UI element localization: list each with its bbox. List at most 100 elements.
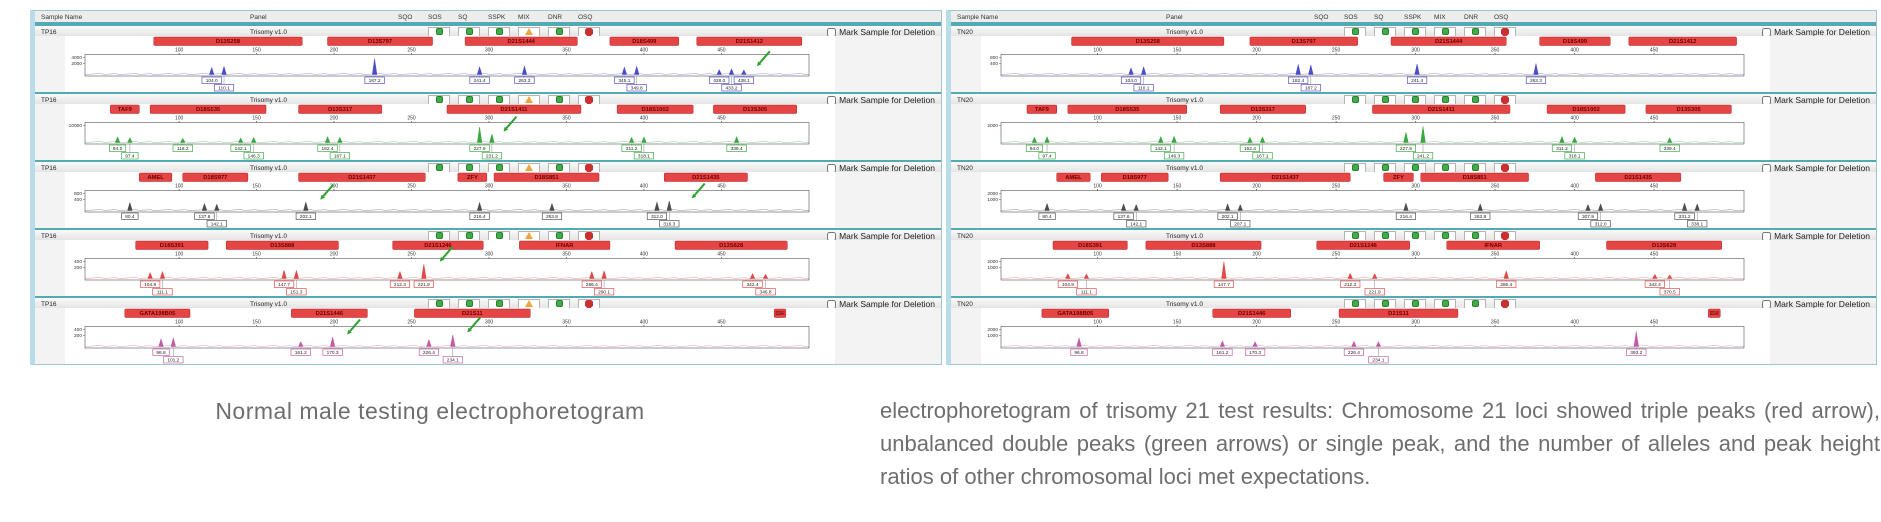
allele-label: 146.3 bbox=[248, 154, 260, 160]
allele-label-box bbox=[646, 212, 668, 220]
mark-sample-checkbox[interactable] bbox=[1762, 231, 1772, 241]
flag-ok-icon bbox=[548, 163, 570, 173]
locus-label: AMEL bbox=[147, 175, 164, 181]
axis-tick-label: 250 bbox=[1332, 48, 1341, 54]
track-header[interactable]: TP16 Trisomy v1.0 Mark Sample for Deletion bbox=[35, 228, 941, 241]
allele-label: 161.2 bbox=[295, 350, 307, 356]
allele-label-box bbox=[1364, 288, 1385, 296]
allele-label: 349.8 bbox=[631, 86, 643, 92]
green-arrowhead-icon bbox=[439, 256, 445, 262]
allele-label: 182.4 bbox=[1292, 78, 1304, 84]
sample-track: TP16 Trisomy v1.0 Mark Sample for Deletion… bbox=[35, 228, 941, 296]
mark-sample-control: Mark Sample for Deletion bbox=[827, 299, 935, 309]
allele-label-box bbox=[1057, 280, 1078, 288]
green-arrowhead-icon bbox=[756, 61, 762, 67]
allele-label-box bbox=[1687, 220, 1708, 228]
locus-label: D18S391 bbox=[160, 243, 185, 249]
locus-label: D21S1435 bbox=[1624, 175, 1652, 181]
panel-name: Trisomy v1.0 bbox=[250, 164, 287, 172]
axis-tick-label: 200 bbox=[1252, 116, 1261, 122]
mark-sample-checkbox[interactable] bbox=[827, 231, 837, 241]
locus-label: ZFY bbox=[1393, 175, 1404, 181]
axis-tick-label: 150 bbox=[252, 184, 261, 190]
ok-glyph-icon bbox=[435, 300, 443, 308]
allele-label-box bbox=[1230, 220, 1251, 228]
allele-label-box bbox=[1577, 212, 1599, 220]
column-flag-sos: SOS bbox=[1344, 14, 1358, 21]
y-axis-label: 2000 bbox=[987, 191, 998, 197]
allele-label: 97.4 bbox=[125, 154, 135, 160]
ok-glyph-icon bbox=[1351, 28, 1359, 36]
axis-tick-label: 200 bbox=[1252, 320, 1261, 326]
axis-tick-label: 450 bbox=[1650, 184, 1659, 190]
locus-label: D13S317 bbox=[1251, 107, 1275, 113]
allele-label: 216.4 bbox=[1400, 214, 1412, 220]
track-header[interactable]: TN20 Trisomy v1.0 Mark Sample for Deletion bbox=[951, 296, 1876, 309]
locus-bar bbox=[1101, 172, 1169, 182]
axis-tick-label: 250 bbox=[407, 116, 416, 122]
stop-glyph-icon bbox=[584, 27, 594, 36]
green-arrow-icon bbox=[441, 245, 454, 259]
allele-peak bbox=[1133, 203, 1139, 211]
mark-sample-checkbox[interactable] bbox=[827, 95, 837, 105]
y-axis-label: 1000 bbox=[987, 333, 998, 339]
ok-glyph-icon bbox=[1411, 300, 1419, 308]
green-arrow-icon bbox=[693, 182, 706, 196]
panel-name: Trisomy v1.0 bbox=[250, 96, 287, 104]
allele-label: 147.7 bbox=[278, 282, 290, 288]
allele-label: 104.9 bbox=[144, 282, 156, 288]
track-header[interactable]: TN20 Trisomy v1.0 Mark Sample for Deletion bbox=[951, 228, 1876, 241]
mark-sample-checkbox[interactable] bbox=[827, 163, 837, 173]
mark-sample-checkbox[interactable] bbox=[1762, 95, 1772, 105]
y-axis-label: 400 bbox=[74, 259, 82, 265]
mark-sample-checkbox[interactable] bbox=[827, 27, 837, 37]
locus-label: D13S628 bbox=[719, 243, 744, 249]
mark-sample-checkbox[interactable] bbox=[1762, 299, 1772, 309]
locus-bar bbox=[493, 172, 600, 182]
mark-sample-checkbox[interactable] bbox=[1762, 27, 1772, 37]
allele-peak bbox=[237, 137, 244, 143]
track-header[interactable]: TP16 Trisomy v1.0 Mark Sample for Deletion bbox=[35, 160, 941, 173]
mark-sample-checkbox[interactable] bbox=[827, 299, 837, 309]
allele-label: 142.1 bbox=[235, 146, 247, 152]
baseline-trace bbox=[84, 345, 810, 347]
allele-peak bbox=[1597, 203, 1604, 211]
locus-bar bbox=[1420, 172, 1529, 182]
track-header[interactable]: TP16 Trisomy v1.0 Mark Sample for Deletion bbox=[35, 296, 941, 309]
allele-label: 263.3 bbox=[1530, 78, 1542, 84]
track-header[interactable]: TN20 Trisomy v1.0 Mark Sample for Deletion bbox=[951, 24, 1876, 37]
genemapper-window-trisomy21: Sample Name Panel SQO SOS SQ SSPK MIX DNR OSQ TN2… bbox=[946, 10, 1877, 365]
electropherogram: 100 150 200 250 300 350 400 450400200GATA198B05… bbox=[65, 308, 835, 364]
track-plot: 100 150 200 250 300 350 400 450 2000 1000 GATA198B… bbox=[951, 308, 1876, 364]
track-header[interactable]: TP16 Trisomy v1.0 Mark Sample for Deletion bbox=[35, 92, 941, 105]
allele-peak bbox=[521, 65, 528, 75]
allele-label: 167.1 bbox=[334, 154, 346, 160]
plot-frame bbox=[1000, 326, 1745, 349]
allele-label-box bbox=[213, 84, 235, 92]
track-header[interactable]: TP16 Trisomy v1.0 Mark Sample for Deletion bbox=[35, 24, 941, 37]
axis-tick-label: 350 bbox=[1491, 184, 1500, 190]
axis-tick-label: 450 bbox=[1650, 116, 1659, 122]
allele-peak bbox=[298, 341, 304, 347]
allele-peak bbox=[1503, 269, 1509, 279]
track-header[interactable]: TN20 Trisomy v1.0 Mark Sample for Deletion bbox=[951, 160, 1876, 173]
axis-tick-label: 200 bbox=[330, 184, 339, 190]
locus-label: D21S1444 bbox=[1435, 39, 1463, 45]
locus-label: D18S391 bbox=[1078, 243, 1103, 249]
plot-frame bbox=[1000, 54, 1745, 77]
allele-label: 96.8 bbox=[156, 350, 166, 356]
locus-bar bbox=[182, 172, 249, 182]
axis-tick-label: 400 bbox=[640, 48, 649, 54]
allele-label-box bbox=[274, 280, 295, 288]
plot-frame bbox=[84, 258, 810, 281]
locus-bar bbox=[1708, 308, 1721, 318]
allele-peak bbox=[221, 65, 227, 75]
plot-frame bbox=[84, 54, 810, 77]
allele-label-box bbox=[594, 288, 615, 296]
mark-sample-checkbox[interactable] bbox=[1762, 163, 1772, 173]
locus-bar bbox=[1539, 36, 1611, 46]
ok-glyph-icon bbox=[555, 300, 563, 308]
locus-bar bbox=[1645, 104, 1732, 114]
allele-peak bbox=[1666, 274, 1673, 279]
track-header[interactable]: TN20 Trisomy v1.0 Mark Sample for Deletion bbox=[951, 92, 1876, 105]
